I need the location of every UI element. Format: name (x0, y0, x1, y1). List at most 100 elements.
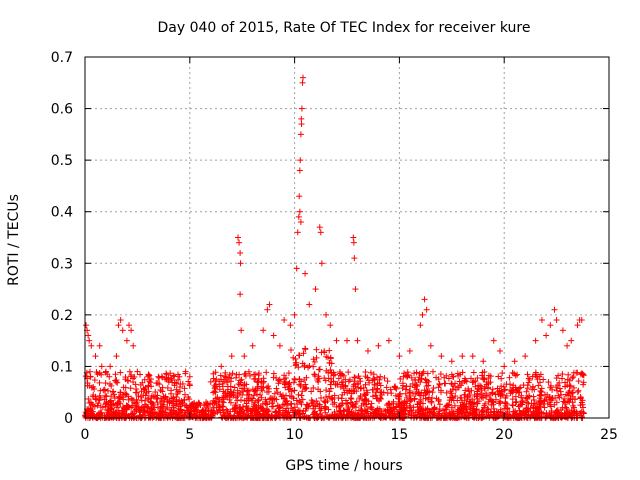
data-point (228, 353, 235, 360)
noise-point (413, 369, 420, 376)
data-point (490, 337, 497, 344)
data-point (92, 353, 99, 360)
noise-point (406, 387, 413, 394)
data-point (469, 353, 476, 360)
noise-point (481, 368, 488, 375)
noise-point (459, 369, 466, 376)
data-point (296, 208, 303, 215)
noise-point (245, 368, 252, 375)
noise-point (160, 401, 167, 408)
noise-point (397, 390, 404, 397)
noise-point (164, 404, 171, 411)
noise-point (238, 376, 245, 383)
noise-point (288, 401, 295, 408)
noise-point (93, 369, 100, 376)
noise-point (249, 386, 256, 393)
noise-point (252, 387, 259, 394)
noise-point (311, 358, 318, 365)
noise-point (101, 396, 108, 403)
noise-point (173, 380, 180, 387)
noise-point (106, 373, 113, 380)
noise-point (318, 349, 325, 356)
noise-point (413, 381, 420, 388)
noise-point (227, 383, 234, 390)
noise-point (545, 379, 552, 386)
data-point (83, 322, 90, 329)
data-point (291, 311, 298, 318)
noise-point (500, 410, 507, 417)
noise-point (255, 370, 262, 377)
noise-point (473, 406, 480, 413)
data-point (236, 239, 243, 246)
chart-title: Day 040 of 2015, Rate Of TEC Index for r… (158, 20, 531, 36)
noise-point (559, 371, 566, 378)
noise-point (263, 369, 270, 376)
grid-lines (85, 57, 609, 418)
noise-point (561, 395, 568, 402)
data-point (547, 322, 554, 329)
noise-point (156, 374, 163, 381)
noise-point (352, 400, 359, 407)
data-point (396, 353, 403, 360)
noise-point (254, 398, 261, 405)
noise-point (257, 391, 264, 398)
noise-point (470, 369, 477, 376)
noise-point (555, 372, 562, 379)
data-point (241, 353, 248, 360)
noise-point (302, 346, 309, 353)
data-point (564, 342, 571, 349)
noise-point (452, 393, 459, 400)
data-point (327, 322, 334, 329)
data-point (298, 115, 305, 122)
noise-point (164, 384, 171, 391)
noise-point (96, 379, 103, 386)
data-point (128, 327, 135, 334)
noise-point (226, 371, 233, 378)
data-point (302, 270, 309, 277)
noise-point (352, 404, 359, 411)
data-point (323, 311, 330, 318)
data-point (281, 317, 288, 324)
noise-point (178, 398, 185, 405)
noise-point (575, 387, 582, 394)
data-point (155, 373, 162, 380)
data-point (294, 229, 301, 236)
noise-point (370, 371, 377, 378)
noise-point (86, 368, 93, 375)
noise-point (377, 395, 384, 402)
x-tick-label: 5 (185, 427, 194, 443)
noise-point (274, 402, 281, 409)
noise-point (568, 407, 575, 414)
data-point (497, 347, 504, 354)
data-point (501, 363, 508, 370)
data-point (406, 347, 413, 354)
noise-point (569, 399, 576, 406)
noise-point (126, 368, 133, 375)
data-point (354, 337, 361, 344)
noise-point (384, 390, 391, 397)
noise-point (85, 395, 92, 402)
noise-point (114, 379, 121, 386)
noise-point (509, 402, 516, 409)
noise-point (185, 378, 192, 385)
data-point (295, 213, 302, 220)
noise-point (553, 375, 560, 382)
data-point (237, 249, 244, 256)
noise-point (273, 374, 280, 381)
noise-point (345, 369, 352, 376)
x-tick-label: 0 (81, 427, 90, 443)
data-point (123, 337, 130, 344)
data-point (459, 353, 466, 360)
noise-point (174, 390, 181, 397)
noise-point (408, 374, 415, 381)
data-point (317, 229, 324, 236)
noise-point (430, 385, 437, 392)
noise-point (371, 376, 378, 383)
data-point (417, 322, 424, 329)
noise-point (323, 353, 330, 360)
data-point (270, 332, 277, 339)
data-point (480, 358, 487, 365)
data-point (312, 286, 319, 293)
noise-point (511, 370, 518, 377)
